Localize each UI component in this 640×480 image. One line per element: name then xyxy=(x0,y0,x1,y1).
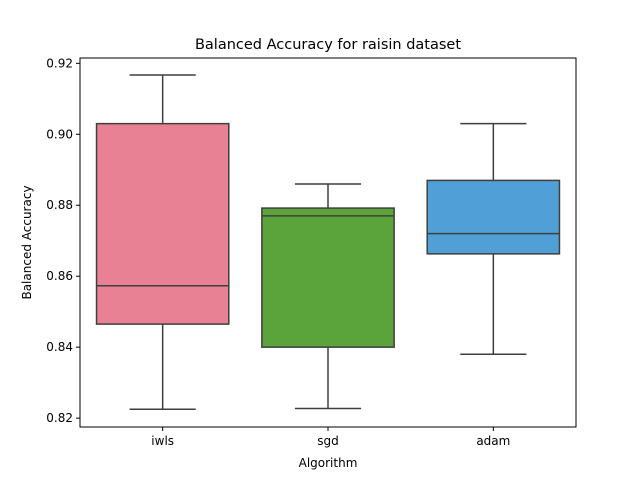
chart-title: Balanced Accuracy for raisin dataset xyxy=(195,37,461,53)
x-axis: iwls sgd adam xyxy=(151,427,510,448)
y-tick-label-0: 0.82 xyxy=(46,411,73,425)
x-tick-label-iwls: iwls xyxy=(151,434,174,448)
box-group-iwls xyxy=(95,74,230,411)
y-tick-label-5: 0.92 xyxy=(46,56,73,70)
box-sgd xyxy=(261,207,395,348)
y-axis: 0.82 0.84 0.86 0.88 0.90 0.92 xyxy=(46,56,80,425)
box-group-adam xyxy=(426,122,561,356)
x-tick-label-adam: adam xyxy=(476,434,510,448)
y-tick-label-1: 0.84 xyxy=(46,340,73,354)
y-tick-label-4: 0.90 xyxy=(46,127,73,141)
box-adam xyxy=(426,179,561,255)
boxes-layer xyxy=(95,74,561,411)
box-group-sgd xyxy=(261,183,395,410)
y-axis-label: Balanced Accuracy xyxy=(20,185,34,299)
x-tick-label-sgd: sgd xyxy=(317,434,339,448)
y-tick-label-3: 0.88 xyxy=(46,198,73,212)
box-iwls xyxy=(95,122,230,325)
y-tick-label-2: 0.86 xyxy=(46,269,73,283)
x-axis-label: Algorithm xyxy=(299,456,358,470)
